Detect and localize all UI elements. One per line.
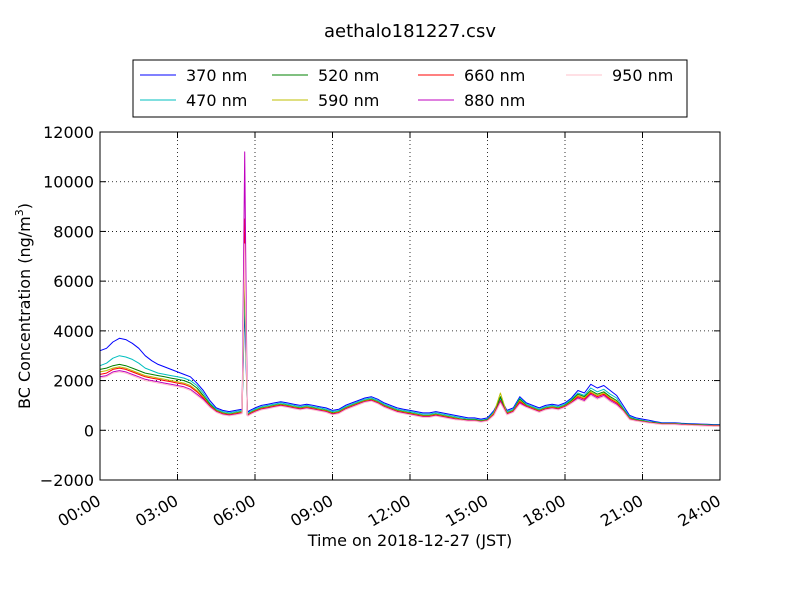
legend-label: 950 nm [612,66,673,85]
y-axis-label: BC Concentration (ng/m3) [13,203,34,409]
y-tick-label: 10000 [43,173,94,192]
y-axis-label-main: BC Concentration (ng/m [15,216,34,409]
series-lines [99,151,720,427]
chart-title: aethalo181227.csv [324,21,496,42]
y-tick-label: 2000 [53,372,94,391]
y-axis-label-sup: 3 [13,209,26,216]
y-tick-label: 0 [84,421,94,440]
legend-label: 590 nm [318,91,379,110]
y-tick-label: 4000 [53,322,94,341]
legend-box [132,59,688,118]
legend-label: 880 nm [464,91,525,110]
y-tick-label: 8000 [53,222,94,241]
y-tick-label: 12000 [43,123,94,142]
legend: 370 nm 470 nm 520 nm 590 nm 660 nm 880 nm 950 … [132,59,688,118]
series-line-370-nm [99,305,720,426]
grid-lines [100,132,720,480]
legend-label: 470 nm [186,91,247,110]
legend-label: 520 nm [318,66,379,85]
legend-label: 370 nm [186,66,247,85]
y-tick-label: −2000 [40,471,94,490]
y-tick-label: 6000 [53,272,94,291]
series-line-950-nm [99,243,720,427]
y-axis-label-end: ) [15,203,34,209]
legend-label: 660 nm [464,66,525,85]
y-axis-ticks: −2000 0 2000 4000 6000 8000 10000 12000 [40,123,720,490]
x-axis-label: Time on 2018-12-27 (JST) [307,531,512,550]
series-line-470-nm [99,290,720,426]
